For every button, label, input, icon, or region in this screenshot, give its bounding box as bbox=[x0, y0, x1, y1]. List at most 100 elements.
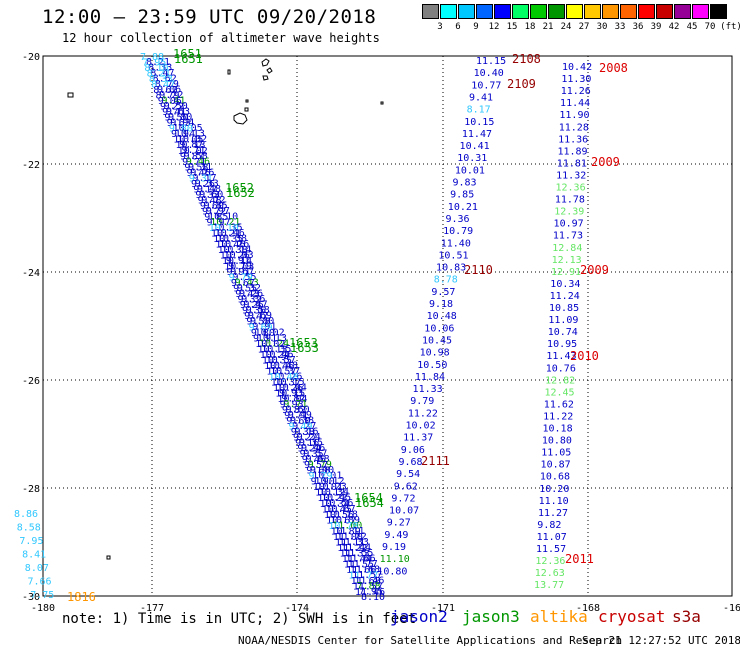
swh-value-track-a: 10.37 bbox=[270, 366, 300, 377]
swh-value-track-c: 10.74 bbox=[548, 327, 578, 338]
colorbar-swatch bbox=[422, 4, 439, 19]
colorbar-tick-label: 36 bbox=[632, 22, 644, 32]
swh-value-track-a: 9.79 bbox=[229, 273, 253, 284]
colorbar-swatch bbox=[494, 4, 511, 19]
swh-value-track-b: 11.37 bbox=[403, 433, 433, 444]
swh-value-track-b: 10.77 bbox=[471, 80, 501, 91]
swh-value-track-a: 10.46 bbox=[215, 228, 245, 239]
swh-value-track-a: 10.10 bbox=[209, 223, 239, 234]
swh-value-track-a: 10.26 bbox=[220, 251, 250, 262]
colorbar-swatch bbox=[458, 4, 475, 19]
swh-value-track-a: 8.62 bbox=[153, 74, 177, 85]
swh-value-track-a: 10.48 bbox=[268, 360, 298, 371]
time-label: 2010 bbox=[570, 349, 599, 363]
swh-value-track-a: 11.55 bbox=[343, 548, 373, 559]
swh-value-track-c: 12.63 bbox=[535, 568, 565, 579]
swh-value-track-a: 10.35 bbox=[213, 234, 243, 245]
swh-value-track-c: 9.82 bbox=[537, 520, 561, 531]
swh-value-track-a: 9.60 bbox=[286, 404, 310, 415]
swh-value-track-a: 10.78 bbox=[328, 509, 358, 520]
lat-tick-label: -30 bbox=[22, 592, 40, 603]
swh-value-track-c: 11.81 bbox=[557, 158, 587, 169]
swh-value-track-a: 9.26 bbox=[240, 300, 264, 311]
swh-value-track-c: 10.76 bbox=[546, 363, 576, 374]
swh-value-track-a: 9.36 bbox=[241, 294, 265, 305]
swh-value-track-a: 10.21 bbox=[210, 217, 240, 228]
time-label: 1653 bbox=[289, 336, 318, 350]
swh-value-track-a: 10.38 bbox=[217, 233, 247, 244]
swh-value-track-a: 8.47 bbox=[150, 68, 174, 79]
swh-value-track-a: 10.23 bbox=[317, 482, 347, 493]
swh-value-track-b: 8.17 bbox=[467, 105, 491, 116]
swh-value-track-a: 11.66 bbox=[346, 565, 376, 576]
swh-value-track-a: 10.13 bbox=[257, 344, 287, 355]
colorbar-swatch bbox=[656, 4, 673, 19]
swh-value-track-a: 8.21 bbox=[147, 69, 171, 80]
swh-value-track-c: 11.73 bbox=[553, 231, 583, 242]
swh-value-track-c: 11.28 bbox=[559, 122, 589, 133]
colorbar-tick-label: 42 bbox=[668, 22, 680, 32]
colorbar-tick-label: 70 bbox=[704, 22, 716, 32]
swh-value-track-b: 8.78 bbox=[434, 275, 458, 286]
swh-value-track-a: 7.95 bbox=[142, 58, 166, 69]
swh-value-track-a: 9.06 bbox=[157, 85, 181, 96]
colorbar-tick-label: 30 bbox=[596, 22, 608, 32]
map-frame bbox=[42, 55, 733, 597]
swh-value-track-c: 11.22 bbox=[543, 411, 573, 422]
swh-value-track-b: 9.18 bbox=[429, 299, 453, 310]
swh-value-track-a: 10.56 bbox=[324, 510, 354, 521]
swh-value-track-a: 9.48 bbox=[197, 184, 221, 195]
lat-tick-label: -28 bbox=[22, 484, 40, 495]
colorbar-swatch bbox=[440, 4, 457, 19]
swh-value-track-a: 10.05 bbox=[173, 135, 203, 146]
lon-tick-label: -168 bbox=[576, 603, 600, 614]
swh-value-track-b: 10.80 bbox=[377, 566, 407, 577]
swh-value-track-a: 9.41 bbox=[162, 96, 186, 107]
swh-value-track-a: 9.49 bbox=[288, 410, 312, 421]
lon-tick-label: -177 bbox=[140, 603, 164, 614]
swh-value-track-a: 10.35 bbox=[262, 355, 292, 366]
colorbar-tick-label: 12 bbox=[488, 22, 500, 32]
swh-value-track-b: 11.22 bbox=[408, 408, 438, 419]
swh-value-track-d: 7.66 bbox=[28, 577, 52, 588]
colorbar-tick-label: 45 bbox=[686, 22, 698, 32]
swh-value-track-a: 9.55 bbox=[232, 272, 256, 283]
swh-value-track-a: 11.68 bbox=[350, 564, 380, 575]
swh-value-track-a: 9.69 bbox=[249, 322, 273, 333]
swh-value-track-b: 9.27 bbox=[387, 518, 411, 529]
swh-value-track-a: 11.66 bbox=[345, 553, 375, 564]
swh-value-track-a: 9.58 bbox=[184, 151, 208, 162]
swh-value-track-a: 11.57 bbox=[352, 570, 382, 581]
time-label: 1652 bbox=[226, 186, 255, 200]
swh-value-track-c: 11.27 bbox=[538, 508, 568, 519]
swh-value-track-a: 10.10 bbox=[208, 211, 238, 222]
time-label: 2109 bbox=[507, 77, 536, 91]
swh-value-track-a: 9.79 bbox=[308, 471, 332, 482]
swh-value-track-a: 9.32 bbox=[237, 283, 261, 294]
island-outline bbox=[262, 75, 269, 81]
swh-value-track-b: 10.06 bbox=[424, 323, 454, 334]
swh-value-track-a: 9.60 bbox=[200, 201, 224, 212]
island-outline bbox=[261, 58, 270, 67]
swh-value-track-b: 10.50 bbox=[417, 360, 447, 371]
swh-value-track-a: 9.24 bbox=[297, 444, 321, 455]
swh-value-track-a: 9.57 bbox=[303, 449, 327, 460]
swh-value-track-a: 9.82 bbox=[281, 393, 305, 404]
swh-value-track-b: 9.41 bbox=[469, 92, 493, 103]
swh-value-track-a: 9.97 bbox=[206, 206, 230, 217]
time-label: 2011 bbox=[565, 552, 594, 566]
swh-value-track-a: 10.67 bbox=[326, 504, 356, 515]
map-subtitle: 12 hour collection of altimeter wave hei… bbox=[62, 31, 380, 45]
swh-value-track-a: 9.33 bbox=[195, 178, 219, 189]
swh-value-track-a: 9.87 bbox=[180, 151, 204, 162]
swh-value-track-a: 10.35 bbox=[212, 222, 242, 233]
swh-value-track-b: 10.40 bbox=[474, 68, 504, 79]
swh-value-track-b: 9.57 bbox=[431, 287, 455, 298]
swh-value-track-a: 11.77 bbox=[348, 570, 378, 581]
swh-value-track-a: 9.60 bbox=[199, 189, 223, 200]
swh-value-track-b: 10.98 bbox=[420, 348, 450, 359]
swh-value-track-a: 11.46 bbox=[355, 587, 385, 598]
swh-value-track-a: 9.93 bbox=[280, 399, 304, 410]
swh-value-track-b: 10.41 bbox=[460, 141, 490, 152]
swh-value-track-a: 9.91 bbox=[252, 322, 276, 333]
